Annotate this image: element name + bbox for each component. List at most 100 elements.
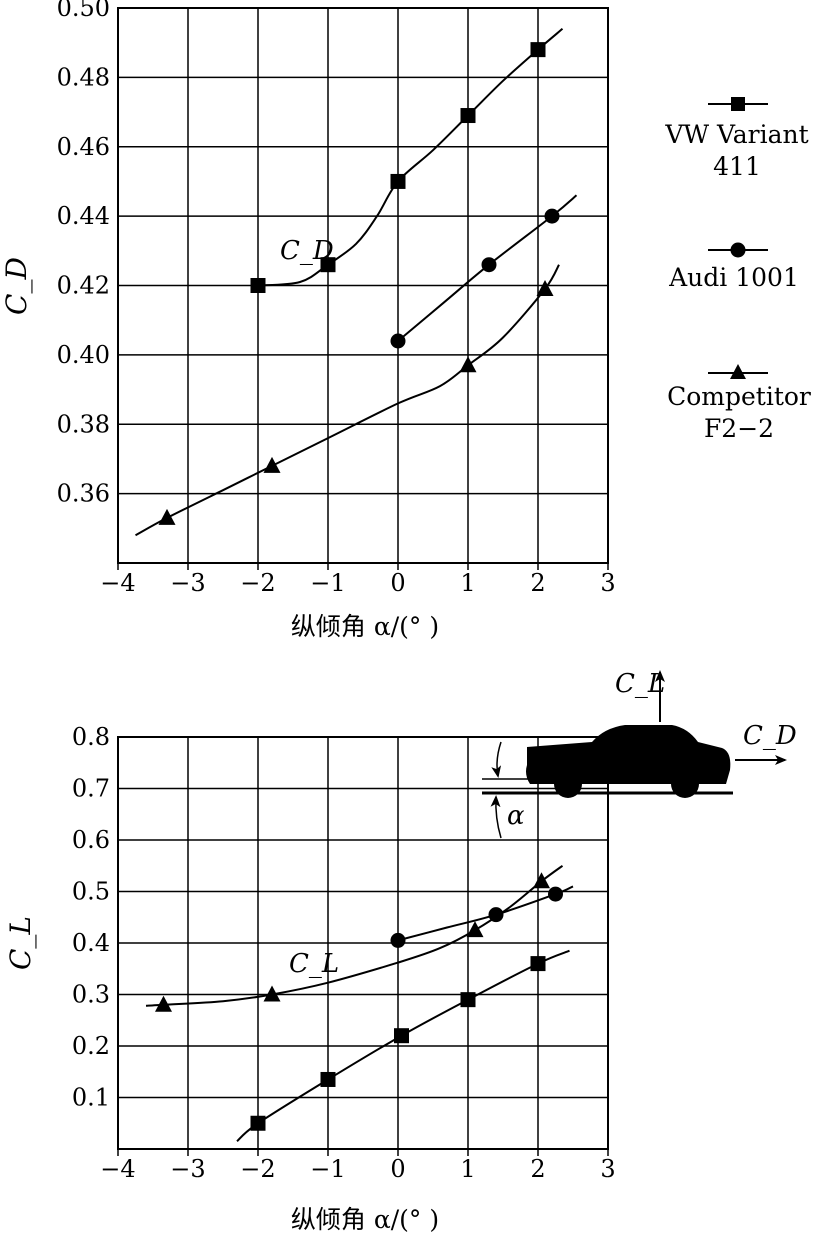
data-point	[390, 333, 406, 349]
x-tick-label: −4	[100, 569, 135, 597]
x-tick-label: −2	[240, 1155, 275, 1183]
y-tick-label: 0.4	[72, 929, 110, 957]
data-point	[544, 208, 560, 224]
angle-label: α	[507, 801, 525, 831]
drag-coefficient-chart: −4 −3 −2 −1 0 1 2 3 0.36 0.38 0.40 0.42 0.44 0.46 0.4…	[0, 0, 616, 641]
y-tick-label: 0.42	[57, 272, 110, 300]
grid	[117, 736, 609, 1156]
series-markers	[158, 42, 560, 525]
y-tick-label: 0.46	[57, 133, 110, 161]
data-point	[536, 279, 554, 296]
y-tick-label: 0.6	[72, 826, 110, 854]
front-wheel-icon	[554, 770, 582, 798]
angle-arrow-top	[491, 741, 502, 778]
x-axis-label: 纵倾角 α/(° )	[291, 612, 439, 641]
curve-label: C_D	[280, 236, 334, 266]
data-point	[390, 173, 406, 189]
y-tick-label: 0.8	[72, 723, 110, 751]
car-force-diagram: C_L C_D α	[482, 669, 797, 839]
x-tick-label: 0	[390, 1155, 405, 1183]
x-tick-label: 1	[460, 569, 475, 597]
data-point	[155, 995, 172, 1012]
data-point	[263, 456, 281, 473]
x-axis-label: 纵倾角 α/(° )	[291, 1205, 439, 1234]
x-tick-labels: −4 −3 −2 −1 0 1 2 3	[100, 1155, 615, 1183]
legend-label-line1: VW Variant	[664, 120, 808, 149]
legend-label-line1: Competitor	[667, 382, 811, 411]
data-point	[394, 1028, 409, 1044]
rear-wheel-icon	[671, 770, 699, 798]
data-point	[158, 508, 176, 525]
data-point	[250, 278, 266, 293]
legend-label-line2: F2−2	[704, 414, 774, 443]
series-line	[135, 264, 560, 537]
y-tick-label: 0.7	[72, 775, 110, 803]
legend-entry-audi: Audi 1001	[668, 242, 799, 292]
data-point	[250, 1115, 266, 1131]
car-silhouette-icon	[526, 725, 731, 784]
series-line	[397, 885, 574, 942]
y-tick-label: 0.40	[57, 341, 110, 369]
curve-label: C_L	[289, 949, 339, 979]
x-tick-labels: −4 −3 −2 −1 0 1 2 3	[100, 569, 615, 597]
y-tick-label: 0.44	[57, 202, 110, 230]
data-point	[390, 932, 406, 948]
legend-label-line2: 411	[713, 152, 761, 181]
x-tick-label: −3	[170, 1155, 205, 1183]
y-axis-label-text: C_D	[0, 257, 33, 315]
x-tick-label: −2	[240, 569, 275, 597]
data-point	[320, 257, 336, 273]
square-marker-icon	[731, 97, 745, 111]
x-tick-label: −4	[100, 1155, 135, 1183]
y-tick-label: 0.1	[72, 1084, 110, 1112]
y-tick-label: 0.2	[72, 1032, 110, 1060]
legend: VW Variant 411 Audi 1001 Competitor F2−2	[664, 97, 811, 443]
y-axis-label: C_L	[4, 916, 37, 970]
y-tick-label: 0.3	[72, 981, 110, 1009]
grid	[117, 7, 609, 570]
lift-label: C_L	[615, 669, 665, 699]
data-point	[488, 907, 504, 923]
x-tick-label: −1	[310, 1155, 345, 1183]
circle-marker-icon	[730, 242, 746, 258]
data-point	[533, 872, 550, 889]
y-tick-label: 0.38	[57, 410, 110, 438]
legend-entry-vw: VW Variant 411	[664, 97, 809, 181]
legend-label-line1: Audi 1001	[668, 263, 799, 292]
data-point	[460, 108, 476, 124]
x-tick-label: 3	[600, 1155, 615, 1183]
angle-arrow-bottom	[490, 795, 502, 839]
data-point	[548, 886, 563, 902]
triangle-marker-icon	[730, 364, 746, 379]
x-tick-label: 1	[460, 1155, 475, 1183]
series-curves	[145, 864, 574, 1143]
series-markers	[155, 872, 563, 1131]
data-point	[481, 257, 497, 273]
data-point	[263, 985, 281, 1002]
data-point	[530, 956, 546, 972]
y-tick-label: 0.5	[72, 878, 110, 906]
series-curves	[135, 28, 578, 537]
x-tick-label: −1	[310, 569, 345, 597]
y-tick-label: 0.50	[57, 0, 110, 22]
data-point	[320, 1071, 336, 1087]
legend-entry-competitor: Competitor F2−2	[667, 364, 811, 443]
x-tick-label: 2	[530, 569, 545, 597]
y-tick-label: 0.36	[57, 480, 110, 508]
data-point	[530, 42, 546, 58]
y-tick-labels: 0.1 0.2 0.3 0.4 0.5 0.6 0.7 0.8	[72, 723, 110, 1112]
series-line	[145, 864, 564, 1007]
x-tick-label: 3	[600, 569, 615, 597]
x-tick-label: 2	[530, 1155, 545, 1183]
x-tick-label: 0	[390, 569, 405, 597]
data-point	[459, 356, 477, 373]
lift-coefficient-chart: −4 −3 −2 −1 0 1 2 3 0.1 0.2 0.3 0.4 0.5 0.6 0.7 0.8 C_…	[4, 723, 616, 1234]
data-point	[466, 921, 484, 938]
y-tick-labels: 0.36 0.38 0.40 0.42 0.44 0.46 0.48 0.50	[57, 0, 110, 508]
x-tick-label: −3	[170, 569, 205, 597]
y-axis-label: C_D	[0, 257, 33, 315]
data-point	[460, 992, 476, 1008]
y-tick-label: 0.48	[57, 63, 110, 91]
drag-label: C_D	[743, 721, 797, 751]
